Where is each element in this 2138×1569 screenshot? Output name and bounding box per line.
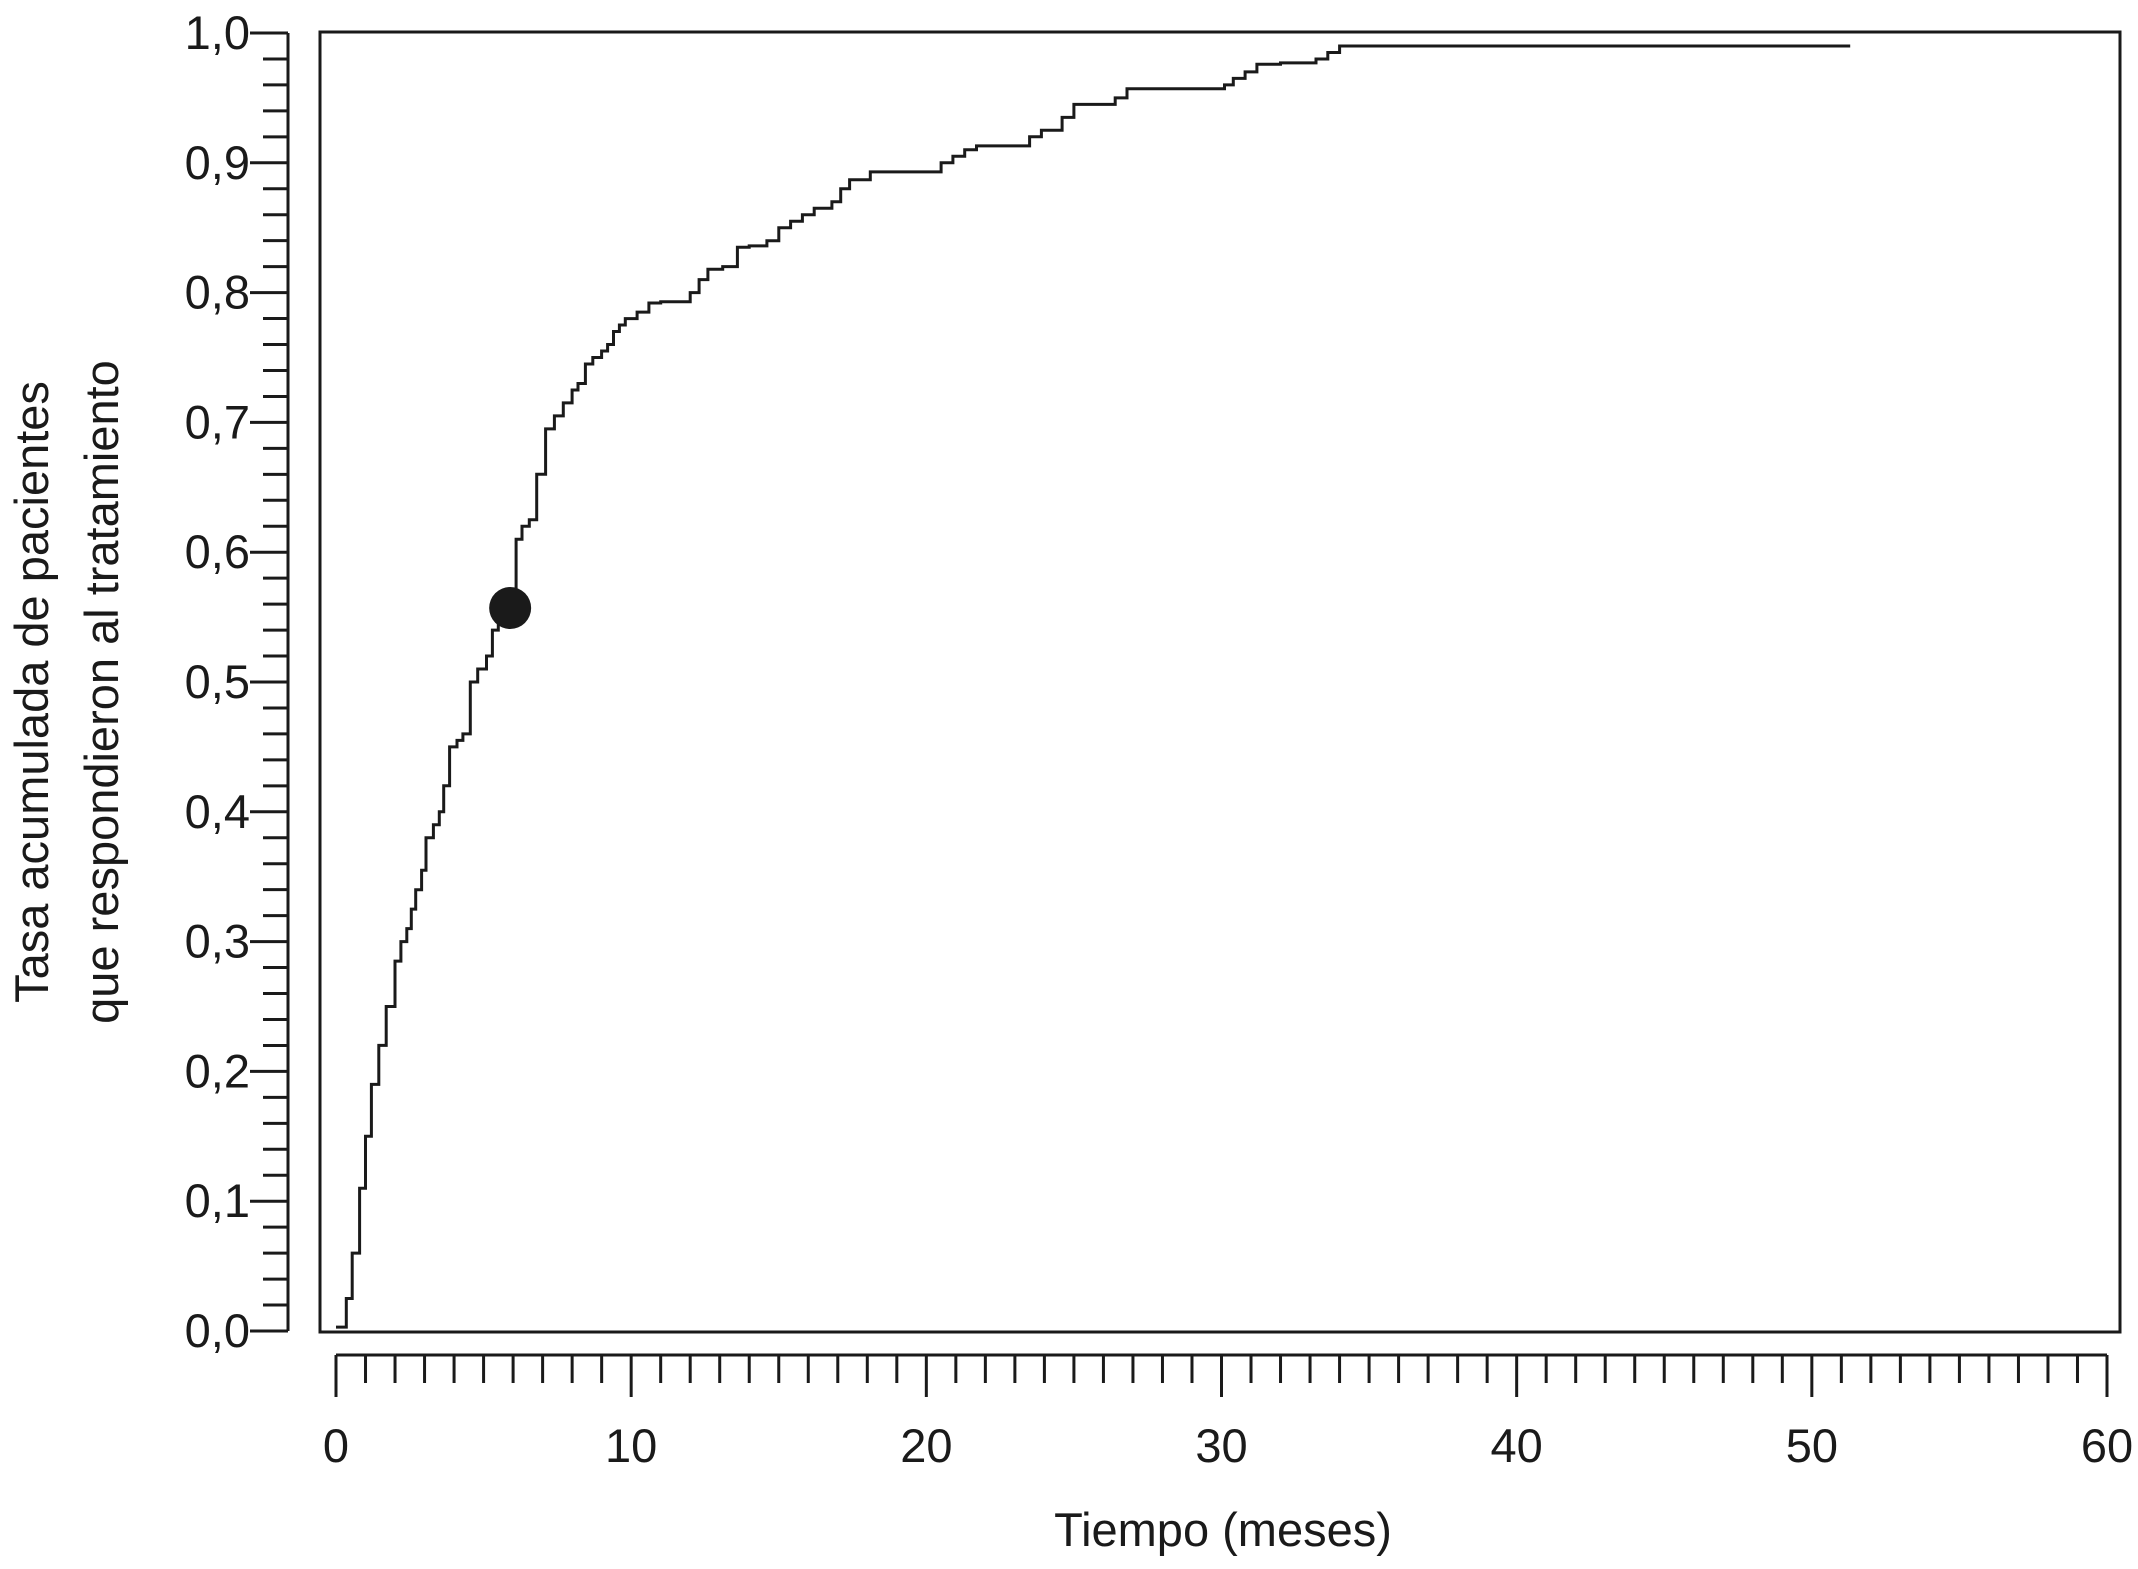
median-marker-point	[489, 587, 532, 630]
x-tick-label: 50	[1786, 1419, 1838, 1472]
x-axis-title: Tiempo (meses)	[1054, 1503, 1392, 1556]
plot-frame	[318, 30, 2122, 1334]
axes-layer	[250, 30, 2122, 1397]
x-tick-label: 40	[1491, 1419, 1543, 1472]
y-tick-label: 0,4	[185, 785, 250, 838]
y-tick-label: 0,3	[185, 915, 250, 968]
y-tick-label: 0,5	[185, 655, 250, 708]
y-tick-label: 0,8	[185, 266, 250, 319]
x-tick-label: 30	[1195, 1419, 1247, 1472]
y-tick-label: 0,1	[185, 1174, 250, 1227]
y-tick-label: 0,9	[185, 136, 250, 189]
label-layer: 0,0 0,1 0,2 0,3 0,4 0,5 0,6 0,7 0,8 0,9 1,0 0 10 20 30…	[5, 6, 2133, 1556]
x-tick-label: 60	[2081, 1419, 2133, 1472]
y-tick-label: 0,2	[185, 1044, 250, 1097]
x-tick-label: 20	[900, 1419, 952, 1472]
data-layer	[336, 44, 1851, 1329]
y-tick-label: 1,0	[185, 6, 250, 59]
y-axis-title-line-1: Tasa acumulada de pacientes	[5, 381, 58, 1003]
y-tick-label: 0,7	[185, 395, 250, 448]
y-tick-label: 0,6	[185, 525, 250, 578]
x-tick-label: 0	[323, 1419, 349, 1472]
y-axis-title-line-2: que respondieron al tratamiento	[75, 360, 128, 1024]
y-tick-label: 0,0	[185, 1304, 250, 1357]
cumulative-response-step-line	[336, 44, 1851, 1329]
x-tick-label: 10	[605, 1419, 657, 1472]
